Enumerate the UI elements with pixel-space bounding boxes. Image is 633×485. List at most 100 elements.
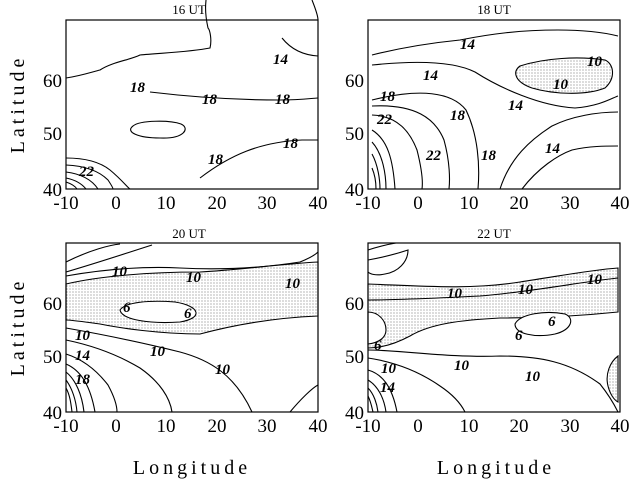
contour-label: 18 (283, 136, 299, 152)
y-tick-label: 40 (43, 180, 62, 201)
contour-label: 10 (525, 369, 541, 385)
plot-frame (65, 242, 319, 413)
y-axis-label: Latitude (7, 55, 29, 154)
contour-label: 18 (481, 148, 497, 164)
contour-label: 18 (380, 89, 396, 105)
x-tick-label: 20 (510, 193, 529, 214)
contour-label: 10 (75, 328, 91, 344)
y-axis-label: Latitude (7, 278, 29, 377)
x-axis-label: Longitude (133, 457, 251, 479)
x-tick-label: -10 (355, 416, 380, 437)
contour-label: 22 (425, 148, 442, 164)
y-tick-label: 60 (43, 294, 62, 315)
contour-lines (65, 0, 319, 190)
y-tick-label: 60 (43, 71, 62, 92)
contour-label: 18 (202, 92, 218, 108)
y-tick-label: 60 (345, 71, 364, 92)
x-tick-label: -10 (53, 193, 78, 214)
contour-label: 18 (450, 108, 466, 124)
x-axis-label: Longitude (437, 457, 555, 479)
shaded-region (515, 57, 614, 94)
contour-label: 14 (423, 68, 439, 84)
y-ticks: 40 50 60 (345, 71, 364, 201)
x-tick-label: 0 (413, 416, 423, 437)
contour-labels: 10 10 10 6 6 6 10 10 10 14 (374, 272, 603, 396)
contour-label: 10 (215, 362, 231, 378)
contour-label: 6 (515, 328, 523, 344)
y-tick-label: 60 (345, 294, 364, 315)
y-ticks: 40 50 60 (43, 294, 62, 424)
panel-20ut: 20 UT 10 10 10 6 6 10 14 10 18 10 (7, 226, 328, 479)
panel-22ut: 22 UT 10 10 10 6 6 6 10 10 10 14 (345, 226, 630, 479)
contour-lines (65, 243, 319, 413)
x-tick-label: 30 (258, 193, 277, 214)
contour-label: 14 (273, 52, 289, 68)
contour-label: 10 (150, 344, 166, 360)
contour-label: 6 (123, 300, 131, 316)
inner-contour (367, 311, 387, 345)
contour-label: 22 (376, 112, 393, 128)
contour-label: 10 (587, 54, 603, 70)
contour-label: 10 (553, 77, 569, 93)
contour-label: 6 (184, 306, 192, 322)
panel-title: 18 UT (477, 2, 511, 17)
x-tick-label: 10 (460, 193, 479, 214)
contour-label: 18 (275, 92, 291, 108)
x-ticks: -10 0 10 20 30 40 (355, 416, 629, 437)
x-tick-label: 10 (157, 193, 176, 214)
y-tick-label: 50 (43, 347, 62, 368)
x-tick-label: 0 (111, 193, 121, 214)
contour-label: 10 (454, 358, 470, 374)
contour-label: 14 (380, 380, 396, 396)
y-tick-label: 40 (345, 180, 364, 201)
contour-label: 10 (447, 286, 463, 302)
contour-label: 14 (75, 348, 91, 364)
contour-labels: 10 10 10 6 6 10 14 10 18 10 (75, 264, 301, 388)
x-tick-label: 20 (510, 416, 529, 437)
y-tick-label: 50 (345, 124, 364, 145)
y-tick-label: 50 (43, 124, 62, 145)
shaded-region (606, 354, 619, 403)
x-tick-label: 30 (258, 416, 277, 437)
panel-title: 20 UT (172, 226, 206, 241)
contour-labels: 14 18 18 18 18 18 22 (78, 52, 299, 180)
contour-lines (367, 242, 619, 413)
contour-label: 22 (78, 164, 95, 180)
contour-label: 10 (587, 272, 603, 288)
x-tick-label: -10 (355, 193, 380, 214)
contour-label: 14 (545, 141, 561, 157)
x-ticks: -10 0 10 20 30 40 (53, 193, 327, 214)
x-tick-label: 20 (208, 193, 227, 214)
inner-contour (119, 300, 197, 323)
inner-contour (514, 311, 572, 337)
panel-18ut: 18 UT 14 14 10 10 18 18 14 22 22 18 1 (345, 2, 630, 214)
y-tick-label: 40 (43, 403, 62, 424)
panel-title: 16 UT (172, 2, 206, 17)
x-tick-label: 30 (561, 193, 580, 214)
contour-label: 10 (112, 264, 128, 280)
panel-16ut: 16 UT 14 18 18 18 18 18 22 40 50 (7, 0, 328, 214)
contour-label: 6 (374, 338, 382, 354)
contour-label: 10 (186, 270, 202, 286)
x-tick-label: -10 (53, 416, 78, 437)
contour-label: 18 (208, 152, 224, 168)
x-tick-label: 0 (111, 416, 121, 437)
x-tick-label: 10 (460, 416, 479, 437)
x-tick-label: 40 (611, 193, 630, 214)
x-ticks: -10 0 10 20 30 40 (53, 416, 327, 437)
plot-frame (367, 242, 621, 413)
y-ticks: 40 50 60 (345, 294, 364, 424)
plot-frame (65, 19, 319, 190)
x-tick-label: 20 (208, 416, 227, 437)
contour-label: 14 (460, 37, 476, 53)
y-tick-label: 40 (345, 403, 364, 424)
x-tick-label: 40 (309, 416, 328, 437)
plot-frame (367, 19, 621, 190)
x-tick-label: 40 (611, 416, 630, 437)
contour-label: 10 (381, 361, 397, 377)
contour-label: 18 (75, 372, 91, 388)
contour-labels: 14 14 10 10 18 18 14 22 22 18 14 (376, 37, 603, 164)
contour-lines (371, 29, 619, 190)
contour-label: 6 (548, 314, 556, 330)
